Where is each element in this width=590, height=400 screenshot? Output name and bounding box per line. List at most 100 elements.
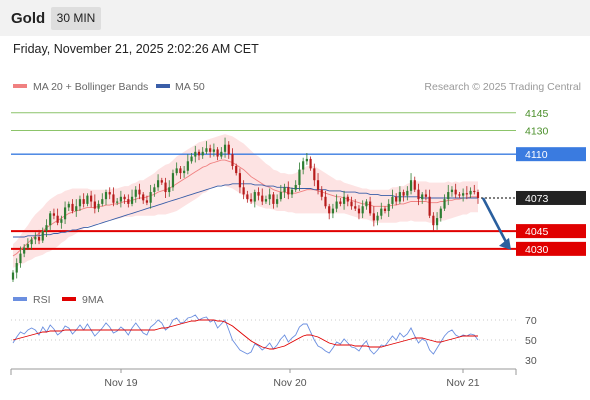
candle-body [127,199,130,204]
candle-body [34,237,37,240]
candle-body [469,190,472,195]
candle-body [238,173,242,188]
candle-body [75,206,78,211]
candle-body [432,215,435,226]
candle-body [458,194,461,196]
candle-body [421,194,424,200]
legend-ma20-swatch [13,84,27,88]
candle-body [26,244,29,248]
candle-body [264,199,268,202]
candle-body [149,192,152,203]
candle-body [212,149,215,152]
candle-body [227,144,230,155]
candlesticks [11,137,480,282]
candle-body [112,194,115,203]
level-label-bg-4110 [516,147,586,162]
x-tick-label: Nov 19 [104,377,137,389]
candle-body [268,194,271,200]
forecast-arrow-shaft [481,197,509,245]
candle-body [231,154,234,167]
candle-body [335,201,338,209]
candle-body [279,192,282,200]
chart-header: Gold 30 MIN [0,0,590,36]
candle-body [417,189,420,200]
candle-body [398,192,401,202]
candle-body [30,239,33,245]
candle-body [220,151,223,157]
rsi-indicator: 70 50 30 [11,314,537,367]
candle-body [249,199,253,202]
candle-body [328,206,331,214]
candle-body [413,180,416,190]
candle-body [339,201,342,204]
candle-body [402,192,405,196]
candle-body [424,194,428,197]
chart-credit: Research © 2025 Trading Central [424,81,581,93]
legend-ma20-label: MA 20 + Bollinger Bands [33,81,148,93]
candle-body [19,253,22,264]
candle-body [383,208,387,211]
candle-body [346,196,349,202]
rsi-line [12,314,479,355]
candle-body [23,247,26,254]
candle-body [387,203,390,211]
candle-body [223,144,227,152]
candle-body [60,219,63,223]
candle-body [331,208,335,214]
candle-body [56,215,59,223]
candle-body [93,201,96,209]
candle-body [168,187,171,193]
legend-ma50-label: MA 50 [175,81,205,93]
candle-body [450,189,454,193]
level-label-4045: 4045 [525,226,549,238]
level-label-4145: 4145 [525,108,549,120]
level-label-4110: 4110 [525,149,548,161]
candle-body [108,192,111,195]
candle-body [156,180,160,188]
candle-body [190,156,193,162]
candle-body [376,215,379,221]
candle-body [428,196,431,216]
forecast-arrow-head [499,237,511,250]
candle-body [104,192,108,200]
candle-body [209,148,212,152]
candle-body [447,192,450,200]
timestamp: Friday, November 21, 2025 2:02:26 AM CET [13,42,259,56]
instrument-name: Gold [11,10,46,27]
candle-body [294,184,297,190]
rsi-ma-line [12,319,478,350]
candle-body [305,158,308,162]
candle-body [435,218,439,226]
candle-body [216,149,219,157]
candle-body [320,189,323,197]
candle-body [52,213,56,216]
candle-body [205,148,208,152]
candle-body [186,161,189,171]
candle-body [395,196,398,202]
candle-body [253,192,256,202]
x-tick-label: Nov 21 [446,377,479,389]
level-labels: 4145 4130 4110 4073 4045 4030 [516,108,586,256]
candle-body [406,190,409,196]
rsi-tick-50: 50 [525,335,537,347]
price-levels [11,112,516,250]
level-label-4073: 4073 [525,193,549,205]
candle-body [473,190,476,193]
legend-9ma-swatch [62,297,76,301]
candle-body [372,213,375,221]
candle-body [465,193,468,195]
level-label-bg-4030 [516,241,586,256]
candle-body [179,168,182,174]
candle-body [357,208,361,214]
candle-body [391,196,394,204]
candle-body [272,194,275,204]
candle-body [90,195,93,202]
candle-body [142,194,145,201]
timeframe-button[interactable]: 30 MIN [51,7,101,30]
x-axis-labels: Nov 19 Nov 20 Nov 21 [104,369,480,389]
candle-body [313,168,316,181]
candle-body [342,196,346,204]
x-tick-label: Nov 20 [273,377,306,389]
candle-body [78,199,82,207]
